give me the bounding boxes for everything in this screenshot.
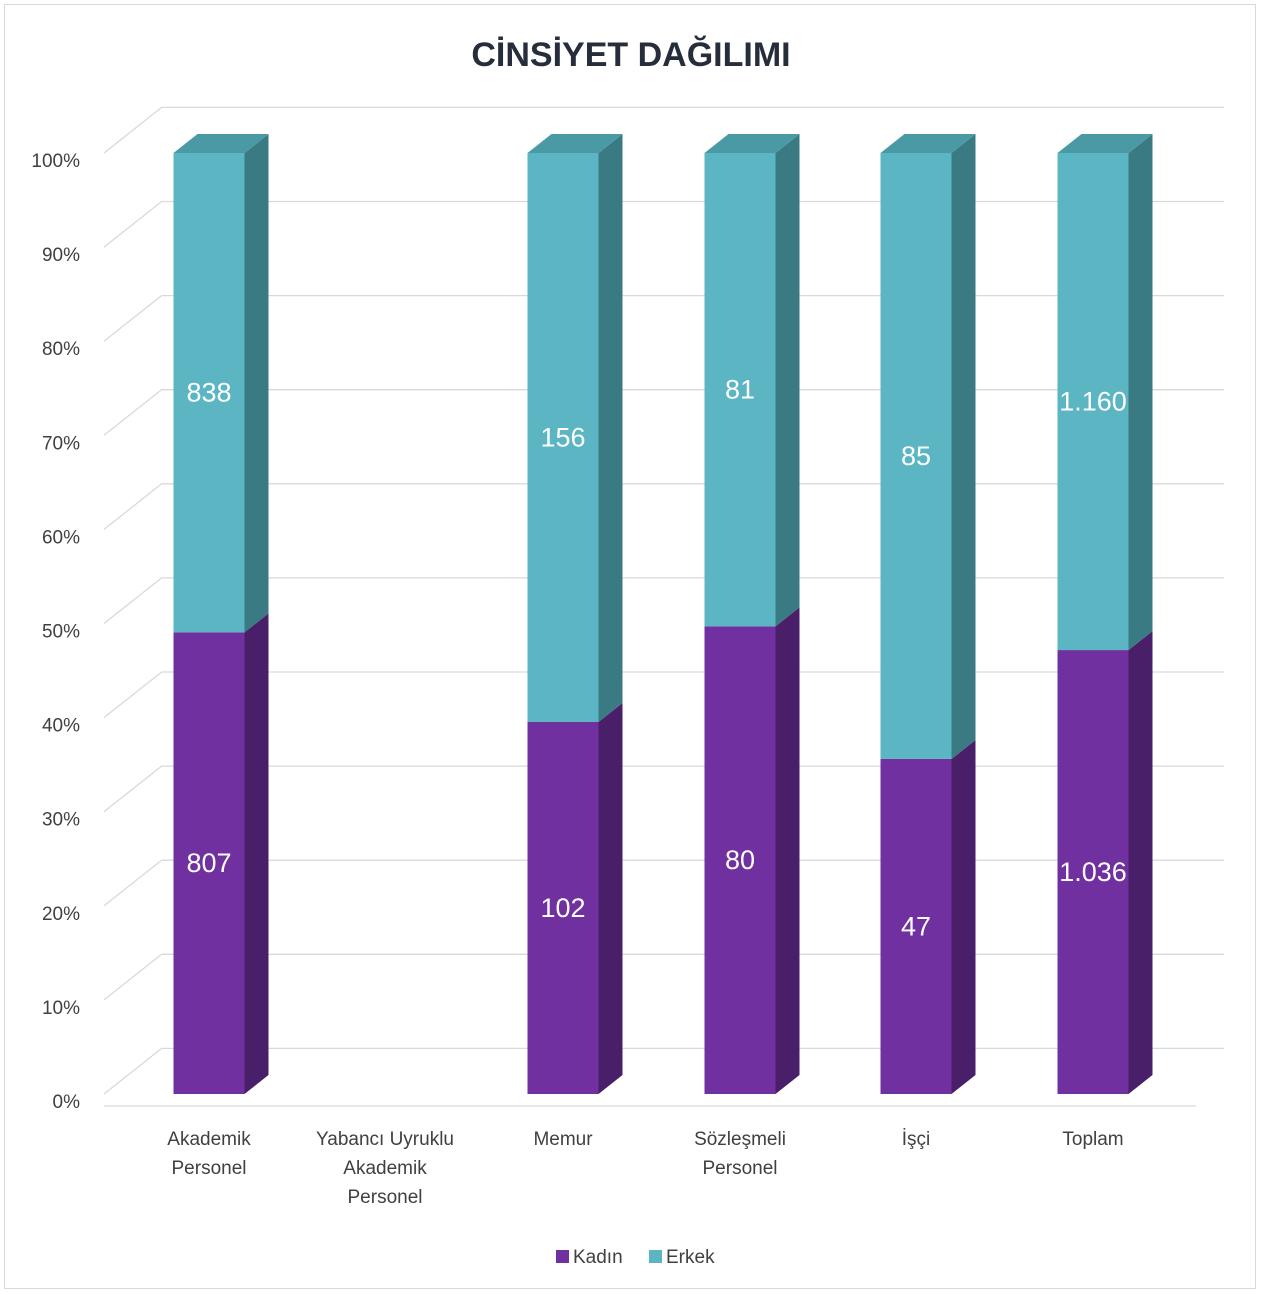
x-tick-label: Memur: [533, 1129, 593, 1150]
gridline-depth: [103, 671, 163, 719]
y-tick-label: 100%: [31, 151, 80, 172]
bar-erkek-side: [775, 134, 800, 627]
y-tick-label: 10%: [42, 998, 80, 1019]
bar-erkek-side: [1128, 134, 1153, 651]
gridline-depth: [103, 483, 163, 530]
y-tick-label: 90%: [42, 245, 80, 266]
bar-erkek-side: [951, 134, 976, 759]
legend-swatch-erkek: [649, 1250, 662, 1263]
y-tick-label: 30%: [42, 810, 80, 831]
bar-kadin-side: [775, 607, 800, 1094]
x-tick-label: Sözleşmeli: [694, 1129, 786, 1150]
bar-erkek-top: [527, 134, 623, 153]
bar-kadin: [1057, 650, 1129, 1094]
bar-kadin: [527, 721, 599, 1094]
bar-kadin-side: [951, 739, 976, 1094]
bar-erkek-side: [598, 134, 623, 722]
x-tick-label: Personel: [172, 1158, 247, 1179]
bar-erkek-top: [173, 134, 269, 153]
bar-kadin: [173, 632, 245, 1094]
x-tick-label: Personel: [703, 1158, 778, 1179]
data-label-erkek: 1.160: [1059, 387, 1127, 417]
bar-kadin: [880, 758, 952, 1094]
y-tick-label: 0%: [53, 1092, 81, 1113]
gridline-depth: [103, 106, 163, 154]
legend-label-kadin: Kadın: [573, 1247, 623, 1268]
bar-erkek-top: [704, 134, 800, 153]
bar-kadin-side: [598, 702, 623, 1094]
bar-erkek: [527, 153, 599, 722]
y-tick-label: 40%: [42, 716, 80, 737]
x-tick-label: Akademik: [343, 1158, 427, 1179]
bar-erkek: [704, 153, 776, 627]
legend-swatch-kadin: [556, 1250, 569, 1263]
gridline-depth: [103, 577, 163, 625]
y-tick-label: 60%: [42, 527, 80, 548]
bar-erkek: [1057, 153, 1129, 651]
data-label-erkek: 838: [186, 378, 231, 408]
x-tick-label: Toplam: [1062, 1129, 1123, 1150]
gridline-depth: [103, 295, 163, 342]
data-label-kadin: 807: [186, 848, 231, 878]
legend-label-erkek: Erkek: [666, 1247, 715, 1268]
bar-erkek: [880, 153, 952, 759]
bar-erkek-side: [244, 134, 269, 633]
gridline-depth: [103, 389, 163, 436]
data-label-kadin: 80: [725, 845, 755, 875]
y-tick-label: 20%: [42, 904, 80, 925]
bar-kadin-side: [244, 613, 269, 1094]
data-label-erkek: 81: [725, 375, 755, 405]
data-label-kadin: 1.036: [1059, 857, 1127, 887]
x-tick-label: Yabancı Uyruklu: [316, 1129, 454, 1150]
y-tick-label: 70%: [42, 433, 80, 454]
x-tick-label: Akademik: [167, 1129, 251, 1150]
bar-kadin: [704, 626, 776, 1094]
data-label-kadin: 102: [540, 893, 585, 923]
gridline-depth: [103, 953, 163, 1001]
x-tick-label: İşçi: [902, 1129, 931, 1150]
data-label-erkek: 156: [540, 422, 585, 452]
bar-erkek-top: [880, 134, 976, 153]
gridline-depth: [103, 1047, 163, 1095]
data-label-kadin: 47: [901, 911, 931, 941]
gridline-depth: [103, 200, 163, 248]
chart-title: CİNSİYET DAĞILIMI: [471, 36, 790, 74]
gridline-depth: [103, 765, 163, 813]
y-tick-label: 50%: [42, 622, 80, 643]
data-label-erkek: 85: [901, 441, 931, 471]
x-tick-label: Personel: [348, 1187, 423, 1208]
gridline-depth: [103, 859, 163, 907]
bar-erkek: [173, 153, 245, 633]
y-tick-label: 80%: [42, 339, 80, 360]
bar-kadin-side: [1128, 631, 1153, 1094]
bar-erkek-top: [1057, 134, 1153, 153]
